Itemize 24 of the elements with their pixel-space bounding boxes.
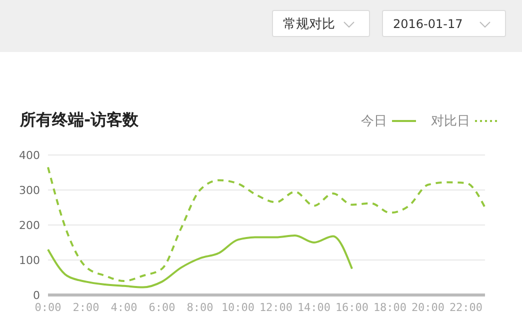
x-tick-label: 8:00 [186, 300, 214, 314]
text: 常规对比 [272, 10, 370, 37]
x-tick-label: 10:00 [221, 300, 255, 314]
x-tick-label: 4:00 [110, 300, 138, 314]
x-tick-label: 6:00 [148, 300, 176, 314]
x-tick-label: 16:00 [335, 300, 369, 314]
x-tick-label: 12:00 [259, 300, 293, 314]
x-tick-label: 0:00 [34, 300, 62, 314]
y-tick-label: 400 [19, 148, 40, 162]
x-tick-label: 2:00 [72, 300, 100, 314]
y-tick-label: 100 [19, 254, 40, 267]
line-series [47, 166, 486, 282]
legend-label: 今日 [361, 113, 387, 130]
text: 2016-01-17 [382, 10, 506, 37]
x-tick-label: 14:00 [297, 300, 331, 314]
y-tick-label: 300 [19, 184, 40, 197]
y-tick-label: 0 [33, 288, 40, 302]
x-tick-label: 20:00 [411, 300, 445, 314]
line-series [47, 234, 353, 288]
y-tick-label: 200 [19, 218, 40, 232]
x-tick-label: 18:00 [373, 300, 407, 314]
legend-label: 对比日 [431, 113, 470, 130]
x-tick-label: 22:00 [449, 300, 483, 314]
chart-title: 所有终端-访客数 [20, 110, 139, 131]
